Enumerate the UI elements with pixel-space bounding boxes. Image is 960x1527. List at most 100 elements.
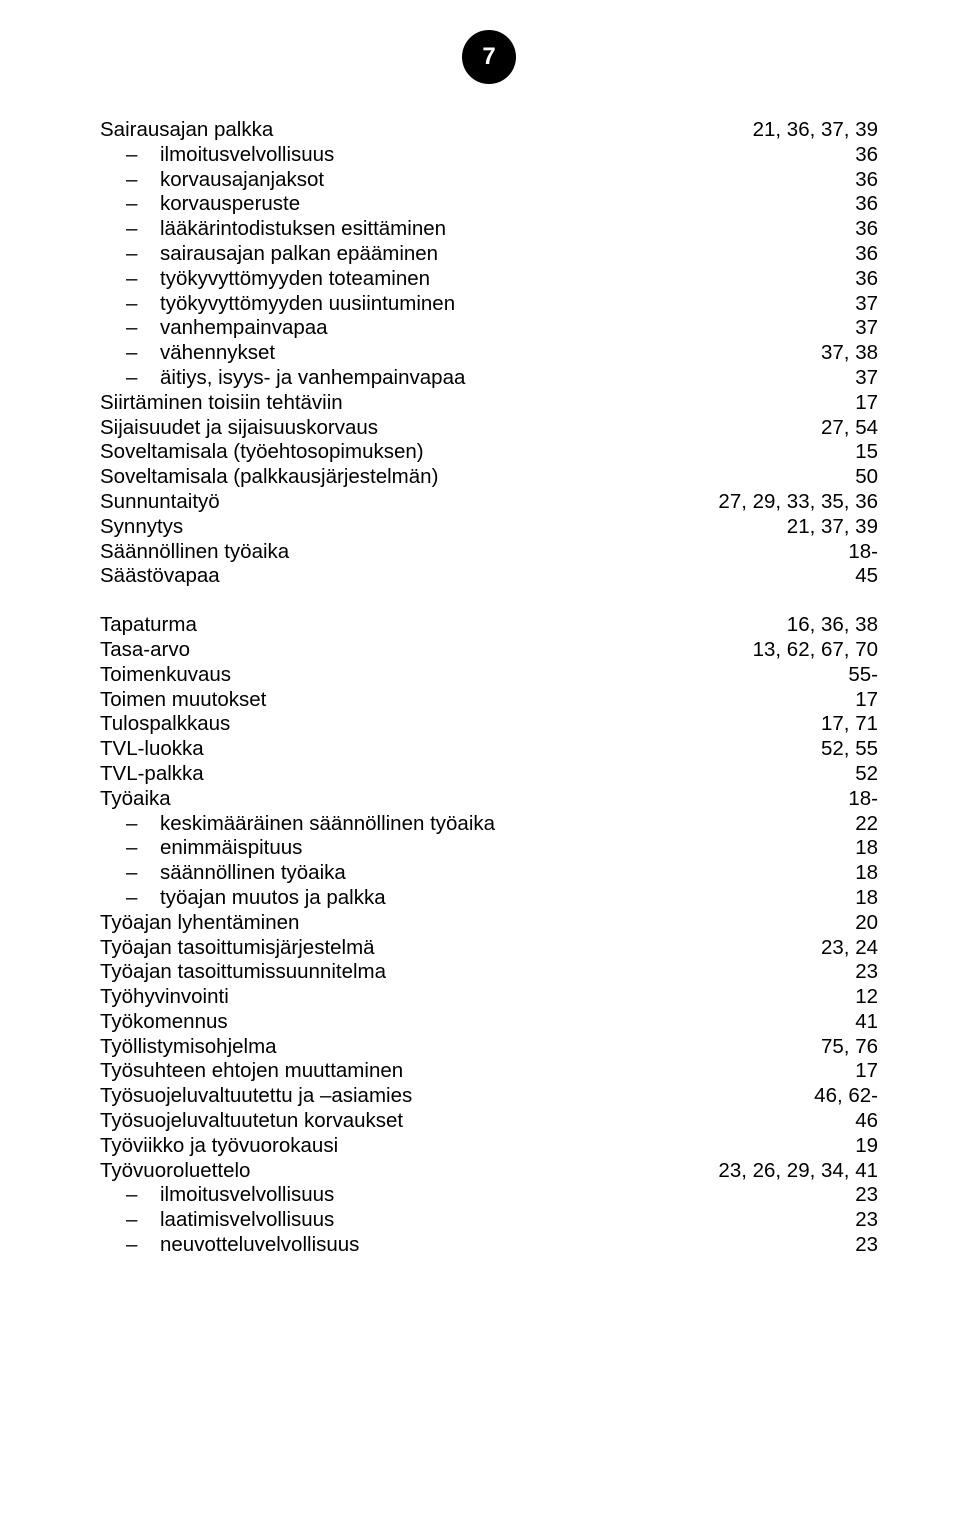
index-pages: 16, 36, 38 [775, 613, 878, 638]
index-term: Soveltamisala (työehtosopimuksen) [100, 440, 843, 465]
index-term: TVL-palkka [100, 762, 843, 787]
index-pages: 36 [843, 217, 878, 242]
index-term: Säästövapaa [100, 564, 843, 589]
index-pages: 15 [843, 440, 878, 465]
index-row: –lääkärintodistuksen esittäminen36 [100, 217, 878, 242]
index-row: Työviikko ja työvuorokausi19 [100, 1134, 878, 1159]
index-row: –laatimisvelvollisuus23 [100, 1208, 878, 1233]
index-term: Työajan tasoittumisjärjestelmä [100, 936, 809, 961]
index-term: vähennykset [160, 341, 809, 366]
index-row: Työsuojeluvaltuutettu ja –asiamies46, 62… [100, 1084, 878, 1109]
index-section-t: Tapaturma16, 36, 38Tasa-arvo13, 62, 67, … [100, 613, 878, 1258]
index-row: Synnytys21, 37, 39 [100, 515, 878, 540]
subitem-dash: – [126, 143, 160, 168]
index-row: Työllistymisohjelma75, 76 [100, 1035, 878, 1060]
index-row: TVL-luokka52, 55 [100, 737, 878, 762]
index-pages: 36 [843, 242, 878, 267]
index-row: –keskimääräinen säännöllinen työaika22 [100, 812, 878, 837]
index-pages: 41 [843, 1010, 878, 1035]
index-row: –työkyvyttömyyden uusiintuminen37 [100, 292, 878, 317]
index-row: Työkomennus41 [100, 1010, 878, 1035]
index-pages: 17 [843, 391, 878, 416]
index-term: Säännöllinen työaika [100, 540, 836, 565]
index-row: Sijaisuudet ja sijaisuuskorvaus27, 54 [100, 416, 878, 441]
index-pages: 18- [836, 540, 878, 565]
index-term: Työsuojeluvaltuutettu ja –asiamies [100, 1084, 802, 1109]
index-term: Työajan lyhentäminen [100, 911, 843, 936]
index-pages: 18- [836, 787, 878, 812]
index-pages: 23 [843, 1208, 878, 1233]
index-section-s: Sairausajan palkka21, 36, 37, 39–ilmoitu… [100, 118, 878, 589]
section-gap [100, 589, 878, 613]
subitem-dash: – [126, 217, 160, 242]
index-pages: 36 [843, 192, 878, 217]
index-pages: 21, 36, 37, 39 [741, 118, 878, 143]
index-pages: 37 [843, 316, 878, 341]
index-term: Synnytys [100, 515, 775, 540]
index-row: –työajan muutos ja palkka18 [100, 886, 878, 911]
index-pages: 13, 62, 67, 70 [741, 638, 878, 663]
index-row: –äitiys, isyys- ja vanhempainvapaa37 [100, 366, 878, 391]
index-pages: 27, 54 [809, 416, 878, 441]
index-row: –vanhempainvapaa37 [100, 316, 878, 341]
index-pages: 19 [843, 1134, 878, 1159]
index-pages: 17, 71 [809, 712, 878, 737]
index-row: Sairausajan palkka21, 36, 37, 39 [100, 118, 878, 143]
index-term: Siirtäminen toisiin tehtäviin [100, 391, 843, 416]
index-row: Toimen muutokset17 [100, 688, 878, 713]
index-row: Työsuojeluvaltuutetun korvaukset46 [100, 1109, 878, 1134]
index-pages: 22 [843, 812, 878, 837]
index-pages: 23, 24 [809, 936, 878, 961]
index-term: lääkärintodistuksen esittäminen [160, 217, 843, 242]
subitem-dash: – [126, 168, 160, 193]
subitem-dash: – [126, 267, 160, 292]
index-term: Työaika [100, 787, 836, 812]
subitem-dash: – [126, 861, 160, 886]
index-term: työkyvyttömyyden toteaminen [160, 267, 843, 292]
subitem-dash: – [126, 836, 160, 861]
index-term: neuvotteluvelvollisuus [160, 1233, 843, 1258]
index-term: Työviikko ja työvuorokausi [100, 1134, 843, 1159]
index-pages: 18 [843, 886, 878, 911]
index-row: Tasa-arvo13, 62, 67, 70 [100, 638, 878, 663]
index-pages: 37 [843, 366, 878, 391]
index-row: Säästövapaa45 [100, 564, 878, 589]
index-pages: 75, 76 [809, 1035, 878, 1060]
index-term: sairausajan palkan epääminen [160, 242, 843, 267]
index-term: Työvuoroluettelo [100, 1159, 706, 1184]
subitem-dash: – [126, 366, 160, 391]
index-term: Työhyvinvointi [100, 985, 843, 1010]
subitem-dash: – [126, 192, 160, 217]
index-row: Toimenkuvaus55- [100, 663, 878, 688]
index-row: Sunnuntaityö27, 29, 33, 35, 36 [100, 490, 878, 515]
subitem-dash: – [126, 1183, 160, 1208]
index-pages: 45 [843, 564, 878, 589]
index-row: Soveltamisala (työehtosopimuksen)15 [100, 440, 878, 465]
index-term: vanhempainvapaa [160, 316, 843, 341]
index-term: ilmoitusvelvollisuus [160, 1183, 843, 1208]
index-pages: 12 [843, 985, 878, 1010]
index-pages: 27, 29, 33, 35, 36 [706, 490, 878, 515]
index-pages: 46, 62- [802, 1084, 878, 1109]
page-number: 7 [482, 43, 495, 71]
index-term: Toimenkuvaus [100, 663, 836, 688]
index-row: –sairausajan palkan epääminen36 [100, 242, 878, 267]
index-term: Tulospalkkaus [100, 712, 809, 737]
index-term: Tasa-arvo [100, 638, 741, 663]
subitem-dash: – [126, 886, 160, 911]
index-row: Työvuoroluettelo23, 26, 29, 34, 41 [100, 1159, 878, 1184]
index-pages: 20 [843, 911, 878, 936]
index-pages: 50 [843, 465, 878, 490]
index-term: Työkomennus [100, 1010, 843, 1035]
index-pages: 21, 37, 39 [775, 515, 878, 540]
index-pages: 36 [843, 267, 878, 292]
index-pages: 23 [843, 1183, 878, 1208]
index-pages: 37 [843, 292, 878, 317]
index-row: –ilmoitusvelvollisuus36 [100, 143, 878, 168]
index-term: äitiys, isyys- ja vanhempainvapaa [160, 366, 843, 391]
index-row: Työhyvinvointi12 [100, 985, 878, 1010]
index-row: Työajan tasoittumissuunnitelma23 [100, 960, 878, 985]
index-term: Toimen muutokset [100, 688, 843, 713]
index-term: Työllistymisohjelma [100, 1035, 809, 1060]
index-pages: 52 [843, 762, 878, 787]
